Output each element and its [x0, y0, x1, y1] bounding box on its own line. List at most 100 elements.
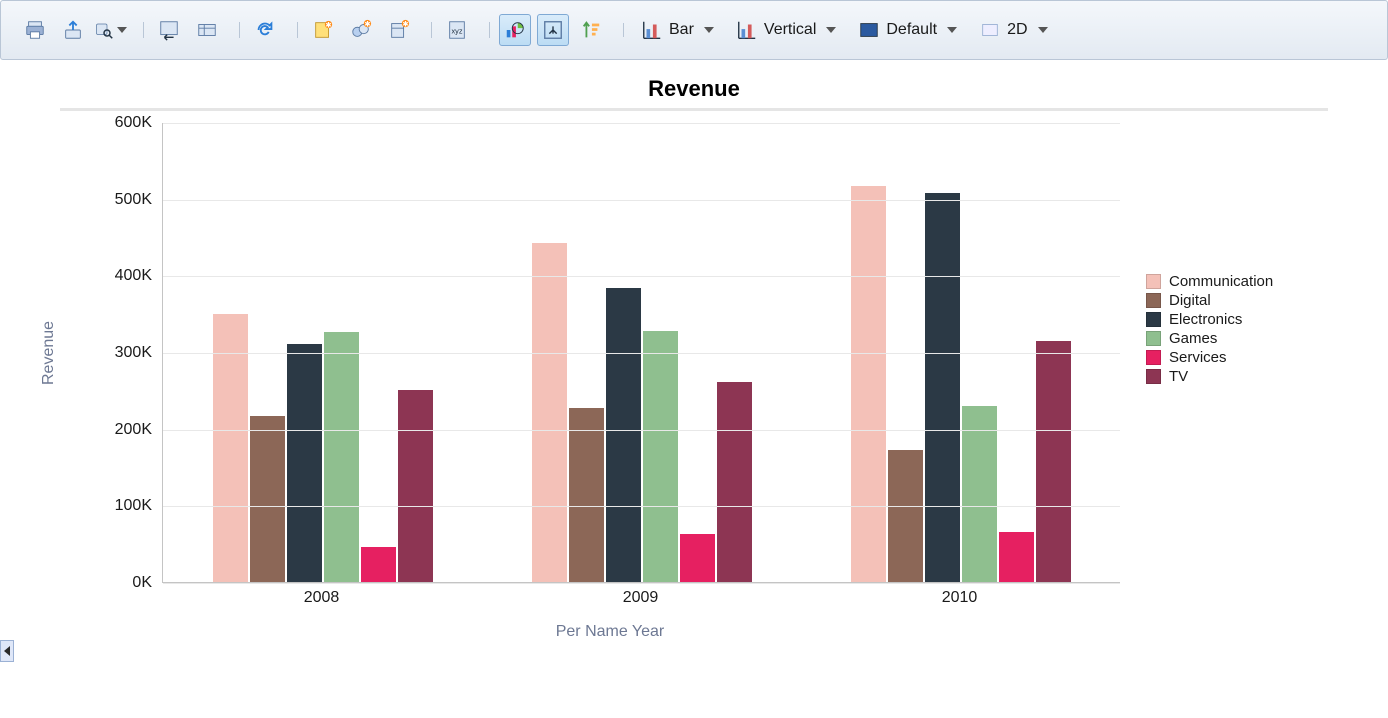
legend-label: Digital — [1169, 292, 1211, 309]
layout-button[interactable] — [191, 14, 223, 46]
legend-item[interactable]: Digital — [1146, 292, 1360, 309]
print-button[interactable] — [19, 14, 51, 46]
toolbar-group-wizard: xyz — [431, 14, 483, 46]
legend-item[interactable]: Electronics — [1146, 311, 1360, 328]
layout-icon — [196, 19, 218, 41]
bar[interactable] — [680, 534, 715, 582]
bar[interactable] — [888, 450, 923, 582]
x-axis-ticks: Per Name Year 200820092010 — [100, 583, 1120, 653]
gridline — [163, 276, 1120, 277]
vertical-icon — [736, 19, 758, 41]
y-tick-label: 200K — [92, 421, 152, 439]
toolbar: ✱ ✱ ✱ xyz Bar Vertical — [0, 0, 1388, 60]
legend-item[interactable]: Services — [1146, 349, 1360, 366]
2d-icon — [979, 19, 1001, 41]
y-tick-label: 500K — [92, 191, 152, 209]
expand-panel-handle[interactable] — [0, 640, 14, 662]
print-icon — [24, 19, 46, 41]
bar[interactable] — [999, 532, 1034, 582]
bar[interactable] — [962, 406, 997, 582]
bar[interactable] — [643, 331, 678, 582]
export-button[interactable] — [57, 14, 89, 46]
legend-label: Communication — [1169, 273, 1273, 290]
dropdown-caret-icon — [117, 27, 127, 33]
content-area: Revenue Revenue 0K100K200K300K400K500K60… — [0, 60, 1388, 653]
toolbar-group-pivot — [143, 14, 233, 46]
chart-type-label: Bar — [669, 21, 694, 39]
style-label: Default — [886, 21, 937, 39]
svg-text:xyz: xyz — [452, 27, 463, 36]
y-axis-ticks: 0K100K200K300K400K500K600K — [96, 123, 156, 583]
pivot-icon — [542, 19, 564, 41]
pivot-view-button[interactable] — [537, 14, 569, 46]
style-dropdown[interactable]: Default — [850, 15, 965, 45]
sort-button[interactable] — [575, 14, 607, 46]
plot-region — [162, 123, 1120, 583]
legend-label: TV — [1169, 368, 1188, 385]
gridline — [163, 200, 1120, 201]
bar[interactable] — [717, 382, 752, 582]
legend-label: Electronics — [1169, 311, 1242, 328]
legend-item[interactable]: Games — [1146, 330, 1360, 347]
refresh-icon — [254, 19, 276, 41]
new-measure-button[interactable]: ✱ — [307, 14, 339, 46]
find-button[interactable] — [95, 14, 127, 46]
chart-title: Revenue — [20, 76, 1368, 102]
legend-item[interactable]: Communication — [1146, 273, 1360, 290]
new-member-button[interactable]: ✱ — [345, 14, 377, 46]
legend-swatch — [1146, 369, 1161, 384]
orientation-dropdown[interactable]: Vertical — [728, 15, 844, 45]
refresh-button[interactable] — [249, 14, 281, 46]
query-icon: xyz — [446, 19, 468, 41]
dropdown-caret-icon — [826, 27, 836, 33]
dimension-label: 2D — [1007, 21, 1027, 39]
chart-icon — [504, 19, 526, 41]
dropdown-caret-icon — [947, 27, 957, 33]
legend-swatch — [1146, 312, 1161, 327]
query-button[interactable]: xyz — [441, 14, 473, 46]
swap-axes-button[interactable] — [153, 14, 185, 46]
chart-view-button[interactable] — [499, 14, 531, 46]
bar-icon — [641, 19, 663, 41]
gridline — [163, 353, 1120, 354]
bar[interactable] — [606, 288, 641, 582]
x-tick-label: 2008 — [304, 589, 340, 607]
legend-swatch — [1146, 350, 1161, 365]
plot-wrap: 0K100K200K300K400K500K600K — [100, 123, 1120, 583]
dimension-dropdown[interactable]: 2D — [971, 15, 1055, 45]
bar[interactable] — [398, 390, 433, 582]
chart-area: Revenue 0K100K200K300K400K500K600K Commu… — [40, 123, 1368, 653]
bar[interactable] — [287, 344, 322, 582]
new-calc-button[interactable]: ✱ — [383, 14, 415, 46]
search-icon — [95, 19, 113, 41]
legend-swatch — [1146, 331, 1161, 346]
style-icon — [858, 19, 880, 41]
toolbar-group-new: ✱ ✱ ✱ — [297, 14, 425, 46]
gridline — [163, 123, 1120, 124]
bar[interactable] — [1036, 341, 1071, 583]
toolbar-group-chart-opts: Bar Vertical Default 2D — [623, 15, 1066, 45]
x-tick-label: 2010 — [942, 589, 978, 607]
toolbar-group-refresh — [239, 14, 291, 46]
bar[interactable] — [250, 416, 285, 582]
bar[interactable] — [324, 332, 359, 582]
chart-type-dropdown[interactable]: Bar — [633, 15, 722, 45]
y-tick-label: 100K — [92, 497, 152, 515]
legend-label: Games — [1169, 330, 1217, 347]
toolbar-group-file — [9, 14, 137, 46]
svg-text:✱: ✱ — [364, 19, 370, 28]
bar[interactable] — [925, 193, 960, 582]
bar[interactable] — [851, 186, 886, 582]
swap-icon — [158, 19, 180, 41]
bar[interactable] — [361, 547, 396, 582]
bar[interactable] — [532, 243, 567, 582]
dropdown-caret-icon — [1038, 27, 1048, 33]
orientation-label: Vertical — [764, 21, 816, 39]
legend-item[interactable]: TV — [1146, 368, 1360, 385]
new-measure-icon: ✱ — [312, 19, 334, 41]
toolbar-group-view — [489, 14, 617, 46]
sort-icon — [580, 19, 602, 41]
gridline — [163, 430, 1120, 431]
bar[interactable] — [569, 408, 604, 582]
legend: Communication Digital Electronics Games Serv… — [1120, 123, 1360, 583]
